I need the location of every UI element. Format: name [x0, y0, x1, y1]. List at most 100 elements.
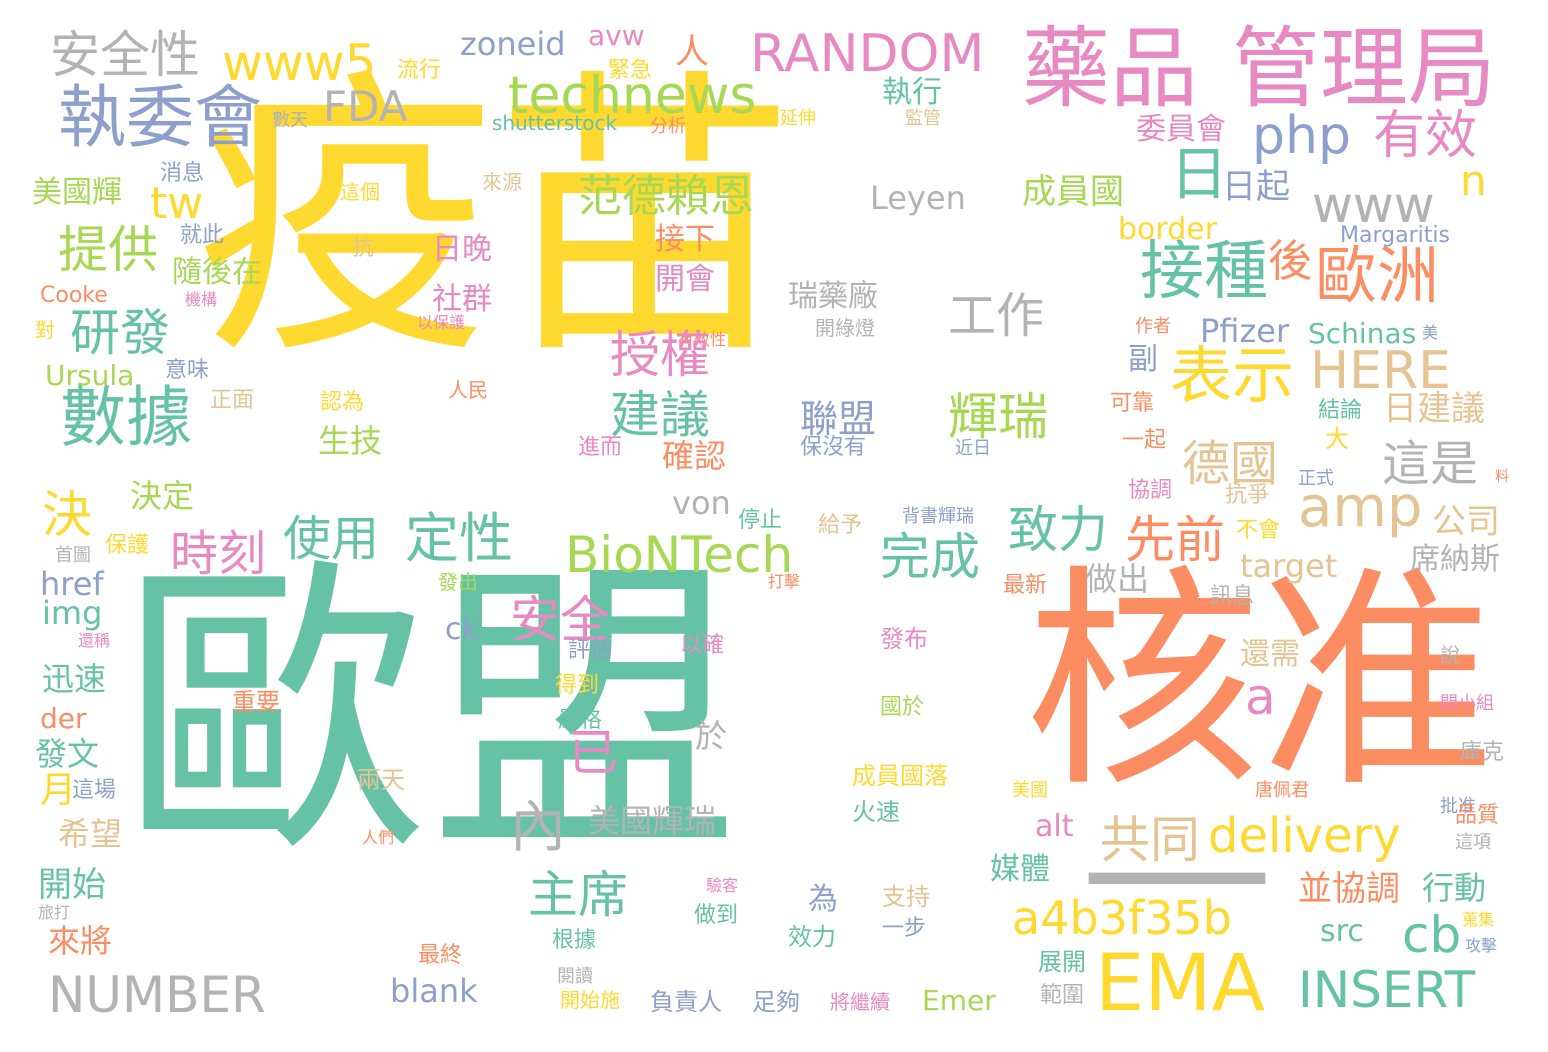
word-cjk-23: 監管	[905, 108, 941, 129]
word-cjk-1: 歐盟	[120, 534, 740, 895]
word-cjk-88: 德國	[1182, 436, 1279, 492]
word-number: NUMBER	[48, 966, 266, 1024]
word-cjk-136: 問小組	[1440, 693, 1494, 714]
word-cjk-130: 得到	[555, 673, 600, 698]
word-cjk-15: 安全性	[50, 26, 200, 84]
word-cjk-111: 保護	[105, 533, 150, 558]
word-cjk-20: 緊急	[608, 58, 653, 83]
word-cjk-104: 致力	[1008, 501, 1108, 559]
word-cjk-159: 媒體	[990, 852, 1050, 887]
word-cjk-80: 結論	[1318, 398, 1363, 423]
word-cjk-34: 數天	[272, 110, 308, 131]
word-cjk-73: 正面	[210, 388, 255, 413]
word-cjk-153: 火速	[852, 798, 900, 826]
word-cjk-125: 發布	[880, 625, 928, 653]
word-cjk-74: 認為	[320, 390, 365, 415]
word-cjk-186: 足夠	[752, 988, 800, 1016]
word-cjk-28: 委員會	[1136, 112, 1226, 147]
word-cjk-57: 社群	[432, 282, 492, 317]
word-cjk-26: 日	[1170, 140, 1229, 208]
word-cjk-48: 日晚	[432, 232, 492, 267]
word-cjk-184: 開始施	[560, 988, 620, 1012]
word-cjk-64: 美	[1422, 323, 1439, 342]
word-cjk-116: 發出	[438, 570, 478, 594]
word-cjk-148: 美國輝瑞	[588, 802, 717, 840]
word-cjk-119: 做出	[1085, 560, 1150, 598]
word-shutterstock: shutterstock	[492, 111, 618, 135]
word-cjk-178: 展開	[1038, 948, 1086, 976]
word-cjk-55: 工作	[948, 288, 1045, 344]
word-ck: ck	[445, 612, 479, 647]
word-cjk-58: 以保護	[417, 313, 466, 332]
word-cjk-87: 近日	[955, 438, 991, 459]
word-cjk-54: 瑞藥廠	[788, 279, 878, 314]
word-ursula: Ursula	[45, 359, 135, 392]
word-img: img	[42, 594, 103, 632]
word-cjk-27: 日起	[1222, 167, 1290, 207]
word-cooke: Cooke	[40, 283, 108, 308]
word-cjk-152: 人們	[362, 828, 395, 847]
word-cjk-49: 接下	[655, 222, 715, 257]
word-biontech: BioNTech	[565, 526, 794, 584]
word-a: a	[1245, 668, 1276, 726]
word-cjk-170: 效力	[788, 923, 836, 951]
word-cjk-122: 訊息	[1210, 584, 1255, 609]
word-cjk-61: 研發	[70, 304, 170, 362]
word-cjk-141: 月	[40, 770, 77, 811]
word-cjk-164: 並協調	[1298, 869, 1400, 909]
word-cjk-82: 大	[1325, 425, 1349, 453]
word-cjk-176: 根據	[552, 928, 597, 953]
word-cjk-52: 機構	[185, 290, 218, 309]
word-cjk-139: 已	[568, 724, 618, 782]
word-cjk-63: 作者	[1135, 316, 1171, 337]
word-cjk-133: 重要	[232, 688, 280, 716]
word-insert: INSERT	[1298, 961, 1476, 1019]
word-cjk-128: 說	[1440, 643, 1460, 667]
word-cjk-5: 管理局	[1232, 17, 1497, 120]
word-cjk-146: 唐佩君	[1255, 780, 1309, 801]
word-cjk-71: 意味	[165, 358, 210, 383]
word-cjk-0: 疫苗	[195, 45, 795, 394]
word-blank: blank	[390, 972, 478, 1010]
word-cjk-60: 開綠燈	[815, 316, 875, 340]
word-cjk-93: 協調	[1128, 478, 1173, 503]
word-cjk-36: 美國輝	[32, 175, 122, 210]
word-alt: alt	[1035, 809, 1074, 844]
word-cjk-56: 後	[1268, 236, 1312, 287]
word-cjk-69: 副	[1128, 342, 1158, 377]
word-cjk-3: —	[1078, 820, 1276, 925]
word-cjk-147: 內	[510, 795, 566, 860]
word-cjk-7: 執委會	[58, 79, 263, 158]
word-cjk-81: 一起	[1122, 428, 1167, 453]
word-cb: cb	[1402, 906, 1462, 964]
word-cjk-89: 這是	[1382, 436, 1479, 492]
word-cjk-138: 發文	[35, 735, 100, 773]
word-cjk-103: 背書輝瑞	[902, 506, 974, 527]
word-amp: amp	[1298, 475, 1423, 540]
word-cjk-62: 對	[35, 318, 55, 342]
word-cjk-129: 迅速	[42, 660, 107, 698]
word-php: php	[1252, 106, 1351, 166]
word-cjk-179: 閱讀	[557, 966, 593, 987]
word-here: HERE	[1310, 341, 1451, 401]
word-border: border	[1118, 212, 1218, 247]
word-cjk-135: 嚴格	[558, 708, 603, 733]
word-cjk-76: 聯盟	[800, 397, 877, 441]
word-cjk-177: 最終	[418, 943, 463, 968]
word-cjk-84: 進而	[578, 435, 623, 460]
word-cjk-165: 行動	[1422, 869, 1487, 907]
word-cjk-102: 給予	[818, 513, 863, 538]
word-cjk-4: 藥品	[1022, 17, 1199, 120]
word-a4b3f35b: a4b3f35b	[1012, 891, 1232, 945]
word-cjk-35: 消息	[160, 161, 205, 186]
word-cjk-46: 提供	[58, 221, 158, 279]
word-tw: tw	[150, 178, 204, 229]
word-cjk-25: 有效	[1373, 106, 1478, 166]
word-cjk-174: 攻擊	[1465, 936, 1498, 955]
word-cjk-91: 決	[42, 486, 92, 544]
word-cjk-109: 完成	[880, 528, 980, 586]
word-cjk-161: 驗客	[706, 876, 739, 895]
word-href: href	[40, 565, 104, 603]
word-cjk-11: 歐洲	[1315, 239, 1440, 312]
